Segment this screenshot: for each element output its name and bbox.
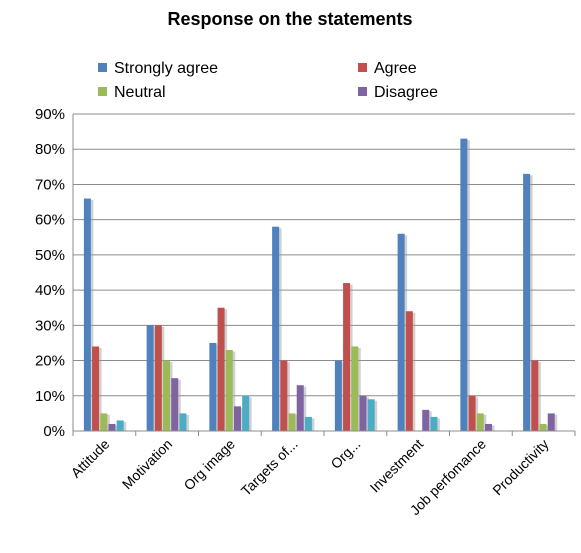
bar bbox=[116, 420, 124, 431]
x-tick-label: Org image bbox=[180, 436, 238, 494]
bar bbox=[288, 413, 296, 431]
bar bbox=[154, 325, 162, 431]
y-tick-label: 50% bbox=[35, 247, 65, 264]
y-axis-ticks: 0% 10% 20% 30% 40% 50% 60% 70% 80% 90% bbox=[35, 106, 65, 440]
x-tick-label: Attitude bbox=[68, 436, 113, 481]
y-tick-label: 10% bbox=[35, 388, 65, 405]
x-axis-ticks: Attitude Motivation Org image Targets of...… bbox=[68, 436, 552, 518]
x-tick-label: Productivity bbox=[489, 436, 551, 498]
bar bbox=[460, 138, 468, 431]
bar bbox=[171, 378, 179, 431]
legend-label: Agree bbox=[374, 60, 417, 77]
bar bbox=[296, 385, 304, 431]
y-tick-label: 20% bbox=[35, 353, 65, 370]
bar bbox=[83, 198, 91, 431]
bar bbox=[367, 399, 375, 431]
x-tick-label: Investment bbox=[367, 436, 427, 496]
legend-label: Disagree bbox=[374, 84, 438, 101]
legend-swatch bbox=[98, 63, 107, 72]
bar bbox=[179, 413, 187, 431]
y-tick-label: 80% bbox=[35, 141, 65, 158]
legend-swatch bbox=[358, 87, 367, 96]
bar bbox=[209, 342, 217, 431]
bar bbox=[146, 325, 154, 431]
bar bbox=[225, 349, 233, 431]
bar bbox=[468, 395, 476, 431]
bar bbox=[476, 413, 484, 431]
bar bbox=[351, 346, 359, 431]
y-tick-label: 40% bbox=[35, 282, 65, 299]
bar bbox=[217, 307, 225, 431]
axes bbox=[72, 114, 576, 436]
x-tick-label: Org... bbox=[327, 436, 363, 472]
bar bbox=[547, 413, 555, 431]
bar bbox=[484, 423, 492, 431]
bar bbox=[397, 233, 405, 431]
y-tick-label: 0% bbox=[43, 423, 65, 440]
bar bbox=[108, 423, 116, 431]
bar bbox=[272, 226, 280, 431]
bar bbox=[359, 395, 367, 431]
bar bbox=[422, 409, 430, 431]
bar bbox=[531, 360, 539, 431]
x-tick-label: Motivation bbox=[119, 436, 175, 492]
bar bbox=[343, 283, 351, 431]
bar bbox=[163, 360, 171, 431]
bar bbox=[100, 413, 108, 431]
y-tick-label: 60% bbox=[35, 212, 65, 229]
bar bbox=[405, 311, 413, 431]
legend-swatch bbox=[358, 63, 367, 72]
bars bbox=[83, 138, 558, 431]
bar bbox=[304, 416, 312, 431]
y-tick-label: 30% bbox=[35, 317, 65, 334]
bar bbox=[539, 423, 547, 431]
y-tick-label: 90% bbox=[35, 106, 65, 123]
y-tick-label: 70% bbox=[35, 176, 65, 193]
legend: Strongly agree Agree Neutral Disagree bbox=[98, 60, 438, 101]
legend-label: Neutral bbox=[114, 84, 166, 101]
legend-label: Strongly agree bbox=[114, 60, 218, 77]
bar bbox=[242, 395, 250, 431]
bar bbox=[280, 360, 288, 431]
bar bbox=[233, 406, 241, 431]
x-tick-label: Targets of... bbox=[238, 436, 301, 499]
bar bbox=[334, 360, 342, 431]
chart-title: Response on the statements bbox=[167, 9, 412, 29]
legend-swatch bbox=[98, 87, 107, 96]
bar bbox=[92, 346, 100, 431]
bar bbox=[430, 416, 438, 431]
bar bbox=[523, 173, 531, 431]
